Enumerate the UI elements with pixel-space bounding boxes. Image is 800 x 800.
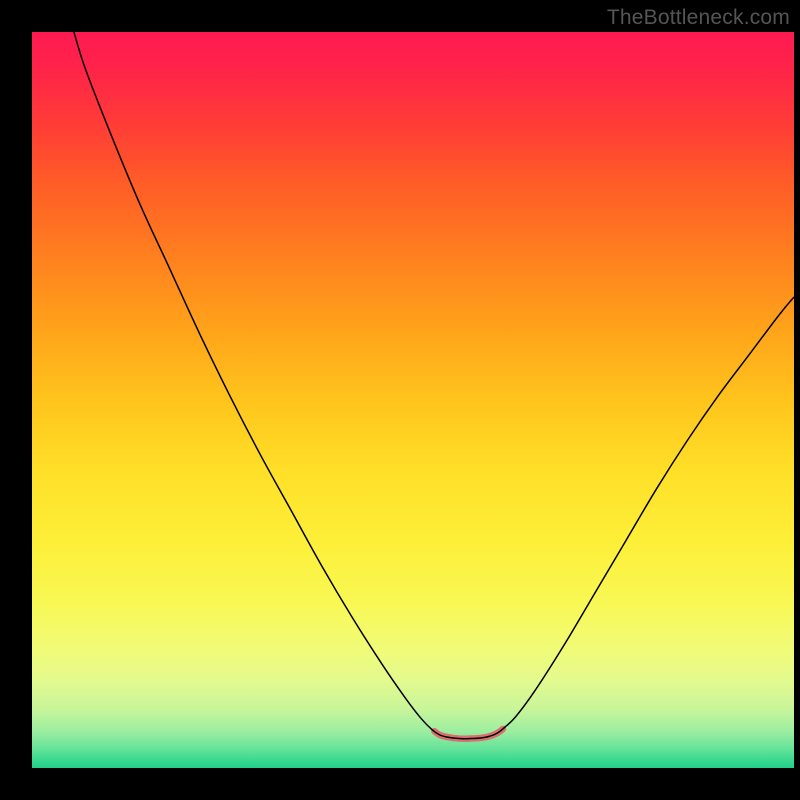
- chart-plot-area: [32, 32, 794, 768]
- bottleneck-curve: [32, 32, 794, 768]
- watermark-text: TheBottleneck.com: [607, 6, 790, 30]
